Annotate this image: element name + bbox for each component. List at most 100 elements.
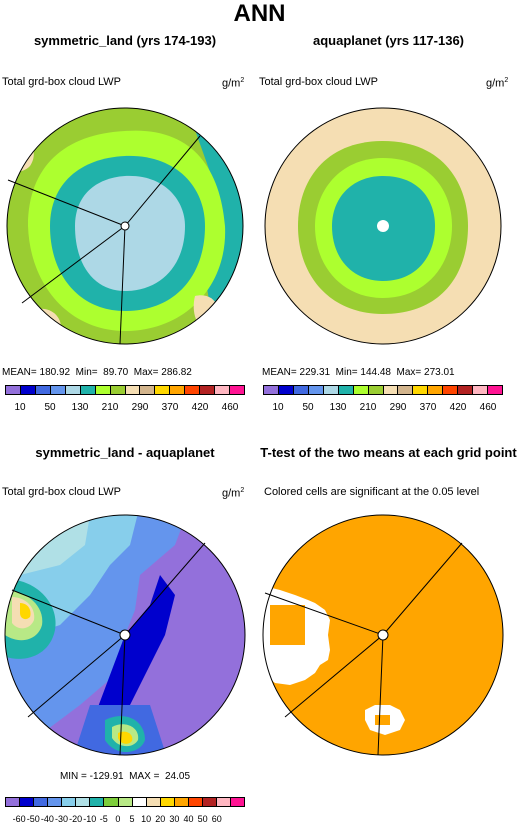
colorbar-swatch [293, 385, 309, 395]
colorbar-swatch [160, 797, 175, 807]
colorbar-swatch [76, 797, 91, 807]
colorbar-swatch [80, 385, 96, 395]
panel-2-stats: MEAN= 229.31 Min= 144.48 Max= 273.01 [262, 367, 455, 378]
colorbar-swatch [90, 797, 105, 807]
colorbar-swatch [104, 797, 119, 807]
colorbar-tick-label: -30 [54, 814, 68, 824]
colorbar-swatch [443, 385, 459, 395]
colorbar-tick-label: 60 [211, 814, 222, 824]
colorbar-swatch [5, 797, 21, 807]
colorbar-swatch [170, 385, 186, 395]
colorbar-swatch [473, 385, 489, 395]
colorbar-swatch [398, 385, 414, 395]
colorbar-tick-label: 40 [183, 814, 194, 824]
colorbar-tick-label: -40 [40, 814, 54, 824]
colorbar-swatch [215, 385, 231, 395]
colorbar-swatch [174, 797, 189, 807]
panel-1-units: g/m2 [222, 77, 245, 90]
colorbar-tick-label: 5 [129, 814, 135, 824]
panel-2-colorbar [263, 385, 503, 395]
colorbar-swatch [458, 385, 474, 395]
colorbar-tick-label: -60 [12, 814, 26, 824]
colorbar-swatch [428, 385, 444, 395]
colorbar-swatch [5, 385, 21, 395]
panel-2-title: aquaplanet (yrs 117-136) [312, 33, 465, 48]
panel-1-colorbar [5, 385, 245, 395]
colorbar-swatch [155, 385, 171, 395]
colorbar-swatch [200, 385, 216, 395]
colorbar-tick-label: 10 [14, 402, 26, 413]
colorbar-swatch [263, 385, 279, 395]
colorbar-swatch [95, 385, 111, 395]
colorbar-swatch [48, 797, 63, 807]
colorbar-swatch [140, 385, 156, 395]
panel-3-colorbar [5, 797, 246, 807]
colorbar-tick-label: -10 [83, 814, 97, 824]
colorbar-swatch [368, 385, 384, 395]
colorbar-swatch [488, 385, 503, 395]
colorbar-tick-label: 130 [329, 402, 347, 413]
panel-3-stats: MIN = -129.91 MAX = 24.05 [59, 771, 191, 782]
colorbar-tick-label: 290 [389, 402, 407, 413]
colorbar-tick-label: 460 [479, 402, 497, 413]
colorbar-tick-label: 420 [449, 402, 467, 413]
colorbar-swatch [216, 797, 231, 807]
colorbar-swatch [146, 797, 161, 807]
colorbar-tick-label: 30 [169, 814, 180, 824]
colorbar-swatch [278, 385, 294, 395]
panel-2-colorbar-labels: 10 50 130 210 290 370 420 460 [263, 402, 503, 414]
colorbar-swatch [62, 797, 77, 807]
colorbar-tick-label: 0 [115, 814, 121, 824]
colorbar-tick-label: 20 [155, 814, 166, 824]
colorbar-swatch [230, 385, 245, 395]
colorbar-tick-label: 210 [101, 402, 119, 413]
panel-3-title: symmetric_land - aquaplanet [35, 445, 215, 460]
colorbar-swatch [20, 385, 36, 395]
colorbar-tick-label: 130 [71, 402, 89, 413]
colorbar-tick-label: 50 [302, 402, 314, 413]
panel-4-note: Colored cells are significant at the 0.0… [264, 486, 480, 498]
colorbar-tick-label: 10 [141, 814, 152, 824]
colorbar-swatch [118, 797, 133, 807]
colorbar-swatch [413, 385, 429, 395]
panel-3-map [4, 514, 246, 756]
panel-1-variable: Total grd-box cloud LWP [2, 76, 122, 88]
panel-4-map [262, 514, 504, 756]
colorbar-tick-label: 50 [44, 402, 56, 413]
colorbar-swatch [34, 797, 49, 807]
panel-1-colorbar-labels: 10 50 130 210 290 370 420 460 [5, 402, 245, 414]
colorbar-tick-label: 460 [221, 402, 239, 413]
colorbar-tick-label: 290 [131, 402, 149, 413]
colorbar-tick-label: 370 [161, 402, 179, 413]
panel-3-units: g/m2 [222, 487, 245, 500]
colorbar-swatch [353, 385, 369, 395]
colorbar-swatch [188, 797, 203, 807]
colorbar-swatch [20, 797, 35, 807]
colorbar-swatch [185, 385, 201, 395]
colorbar-tick-label: -50 [26, 814, 40, 824]
colorbar-tick-label: 370 [419, 402, 437, 413]
colorbar-swatch [338, 385, 354, 395]
panel-1-title: symmetric_land (yrs 174-193) [33, 33, 217, 48]
colorbar-swatch [202, 797, 217, 807]
colorbar-swatch [231, 797, 246, 807]
colorbar-tick-label: 10 [272, 402, 284, 413]
colorbar-swatch [308, 385, 324, 395]
panel-1-stats: MEAN= 180.92 Min= 89.70 Max= 286.82 [2, 367, 192, 378]
panel-4-title: T-test of the two means at each grid poi… [260, 445, 517, 460]
colorbar-tick-label: 420 [191, 402, 209, 413]
panel-2-map [264, 107, 502, 345]
colorbar-tick-label: 210 [359, 402, 377, 413]
panel-2-units: g/m2 [486, 77, 509, 90]
panel-2-variable: Total grd-box cloud LWP [259, 76, 379, 88]
colorbar-swatch [383, 385, 399, 395]
colorbar-swatch [125, 385, 141, 395]
colorbar-tick-label: -5 [99, 814, 108, 824]
colorbar-tick-label: 50 [197, 814, 208, 824]
colorbar-swatch [323, 385, 339, 395]
colorbar-swatch [110, 385, 126, 395]
panel-1-map [6, 107, 244, 345]
colorbar-swatch [50, 385, 66, 395]
colorbar-tick-label: -20 [69, 814, 83, 824]
figure-title: ANN [233, 0, 286, 27]
